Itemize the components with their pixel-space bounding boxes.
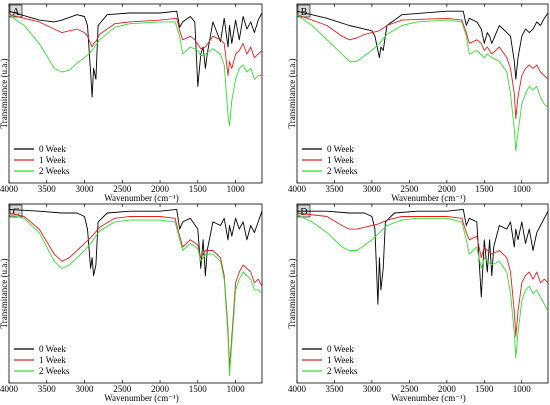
y-axis-title: Transmitance (u.a.) [0, 59, 9, 129]
series-line-0-week [297, 208, 549, 305]
x-tick-label: 1500 [189, 384, 208, 394]
y-axis-title: Transmitance (u.a.) [0, 259, 9, 329]
x-tick-label: 1500 [475, 384, 494, 394]
x-tick-label: 4000 [288, 384, 307, 394]
x-tick-label: 3000 [76, 184, 95, 194]
panel-letter: C [13, 207, 20, 218]
panel-letter: A [12, 7, 20, 18]
x-tick-label: 2000 [438, 384, 457, 394]
legend-label: 0 Week [327, 144, 354, 154]
y-axis-title: Transmitance (u.a.) [287, 59, 297, 129]
series-line-0-week [8, 208, 263, 277]
legend-label: 1 Week [39, 355, 66, 365]
legend-label: 2 Weeks [327, 166, 358, 176]
series-line-1-week [296, 14, 549, 120]
y-axis-title: Transmitance (u.a.) [287, 259, 297, 329]
legend-label: 0 Week [39, 144, 66, 154]
legend-label: 2 Weeks [39, 366, 70, 376]
x-tick-label: 2000 [151, 384, 170, 394]
x-axis-title: Wavenumber (cm⁻¹) [391, 393, 465, 403]
x-tick-label: 3000 [363, 384, 382, 394]
legend-label: 0 Week [39, 344, 66, 354]
x-tick-label: 1000 [513, 384, 532, 394]
plot-frame [8, 3, 263, 184]
series-line-1-week [8, 212, 263, 370]
x-tick-label: 3500 [325, 384, 344, 394]
x-tick-label: 1000 [227, 184, 246, 194]
x-tick-label: 1500 [475, 184, 494, 194]
x-axis-title: Wavenumber (cm⁻¹) [391, 193, 465, 203]
legend-label: 1 Week [39, 155, 66, 165]
series-line-2-weeks [8, 214, 263, 377]
panel-letter: D [300, 207, 307, 218]
x-axis-title: Wavenumber (cm⁻¹) [104, 193, 178, 203]
x-tick-label: 2500 [400, 384, 419, 394]
series-line-0-week [8, 10, 263, 98]
x-tick-label: 4000 [0, 384, 19, 394]
x-tick-label: 2500 [400, 184, 419, 194]
legend-label: 2 Weeks [327, 366, 358, 376]
plot-frame [296, 3, 549, 184]
x-tick-label: 2000 [151, 184, 170, 194]
series-line-0-week [296, 10, 549, 80]
x-tick-label: 1500 [189, 184, 208, 194]
x-tick-label: 3500 [38, 184, 57, 194]
x-tick-label: 2500 [113, 384, 132, 394]
x-tick-label: 3500 [325, 184, 344, 194]
x-tick-label: 1000 [227, 384, 246, 394]
x-tick-label: 3500 [38, 384, 57, 394]
x-tick-label: 4000 [0, 184, 19, 194]
chart-panel-d: D 4000 3500 3000 2500 2000 1500 1000 Wavenumber … [287, 203, 549, 403]
series-line-1-week [8, 14, 263, 77]
legend-label: 2 Weeks [39, 166, 70, 176]
series-line-2-weeks [296, 14, 549, 152]
series-line-2-weeks [8, 14, 262, 127]
chart-panel-a: A 4000 3500 3000 2500 2000 1500 1000 Wavenumber … [0, 3, 263, 203]
x-tick-label: 4000 [288, 184, 307, 194]
legend-label: 1 Week [327, 155, 354, 165]
x-tick-label: 3000 [76, 384, 95, 394]
x-tick-label: 3000 [363, 184, 382, 194]
legend-label: 0 Week [327, 344, 354, 354]
x-tick-label: 2500 [113, 184, 132, 194]
x-axis-title: Wavenumber (cm⁻¹) [104, 393, 178, 403]
x-tick-label: 1000 [513, 184, 532, 194]
x-tick-label: 2000 [438, 184, 457, 194]
legend-label: 1 Week [327, 355, 354, 365]
plot-frame [296, 203, 549, 384]
series-line-2-weeks [296, 214, 549, 359]
chart-panel-c: C 4000 3500 3000 2500 2000 1500 1000 Wavenumber … [0, 203, 263, 403]
series-line-1-week [296, 212, 549, 337]
